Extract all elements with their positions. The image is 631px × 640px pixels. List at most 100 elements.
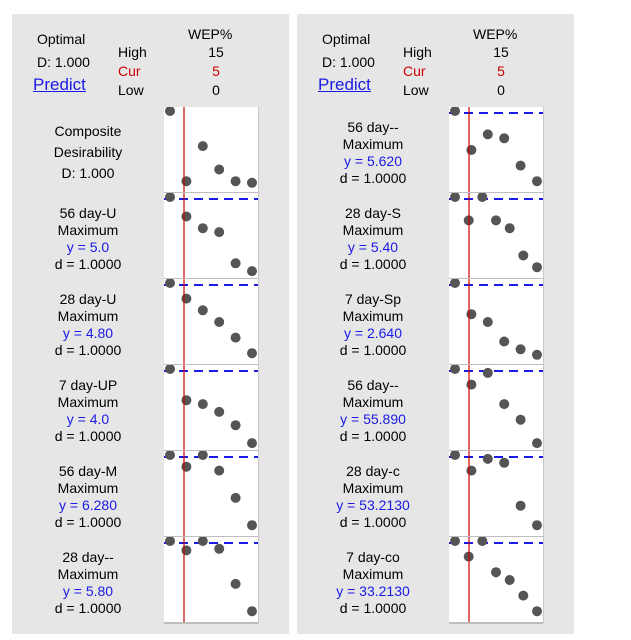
data-point: [466, 309, 477, 320]
response-d-value: d = 1.0000: [54, 256, 122, 272]
data-point: [482, 453, 493, 464]
left-panel: Optimal D: 1.000 Predict WEP% High Cur L…: [12, 14, 289, 634]
response-goal: Maximum: [342, 136, 404, 152]
response-d-value: d = 1.0000: [54, 428, 122, 444]
response-label: 7 day-co Maximum y = 33.2130 d = 1.0000: [297, 549, 449, 617]
data-point: [515, 344, 526, 355]
response-label: 7 day-Sp Maximum y = 2.640 d = 1.0000: [297, 291, 449, 359]
data-point: [214, 406, 225, 417]
response-label: 56 day-- Maximum y = 5.620 d = 1.0000: [297, 119, 449, 187]
response-name: 56 day-U: [59, 205, 117, 221]
data-point: [181, 176, 192, 187]
data-point: [165, 365, 175, 374]
low-value: 0: [497, 82, 505, 98]
data-point: [477, 193, 488, 202]
response-plot[interactable]: [449, 537, 544, 623]
data-point: [197, 451, 208, 460]
optimal-label: Optimal: [37, 31, 86, 47]
response-plot[interactable]: [449, 279, 544, 365]
response-plot[interactable]: [449, 107, 544, 193]
data-point: [197, 305, 208, 316]
data-point: [450, 193, 460, 202]
data-point: [482, 129, 493, 140]
data-point: [491, 567, 501, 578]
right-panel: Optimal D: 1.000 Predict WEP% High Cur L…: [297, 14, 574, 634]
data-point: [450, 107, 460, 116]
predict-link[interactable]: Predict: [33, 75, 86, 94]
data-point: [491, 215, 501, 226]
response-y-value: y = 4.80: [62, 325, 114, 341]
response-y-value: y = 6.280: [59, 497, 117, 513]
response-plot[interactable]: [164, 107, 259, 193]
data-point: [518, 590, 529, 601]
data-point: [450, 451, 460, 460]
response-goal: Maximum: [342, 480, 404, 496]
response-y-value: y = 5.620: [344, 153, 402, 169]
response-goal: Maximum: [342, 308, 404, 324]
data-point: [230, 578, 241, 589]
response-plot[interactable]: [164, 365, 259, 451]
optimal-label: Optimal: [322, 31, 371, 47]
response-goal: Maximum: [57, 222, 119, 238]
response-y-value: y = 55.890: [340, 411, 406, 427]
response-goal: Maximum: [342, 566, 404, 582]
data-point: [450, 279, 460, 288]
response-y-value: y = 5.0: [66, 239, 110, 255]
trace-svg: [449, 279, 543, 365]
response-plot[interactable]: [164, 537, 259, 623]
row-divider: [164, 622, 258, 624]
response-d-value: d = 1.0000: [339, 170, 407, 186]
data-point: [532, 349, 542, 360]
data-point: [165, 193, 175, 202]
data-point: [181, 211, 192, 222]
cur-label: Cur: [403, 63, 426, 79]
response-plot[interactable]: [164, 193, 259, 279]
data-point: [230, 258, 241, 269]
data-point: [499, 399, 510, 410]
data-point: [165, 451, 175, 460]
data-point: [532, 520, 542, 531]
response-label: 56 day-U Maximum y = 5.0 d = 1.0000: [12, 205, 164, 273]
data-point: [181, 461, 192, 472]
response-plot[interactable]: [449, 193, 544, 279]
predict-link[interactable]: Predict: [318, 75, 371, 94]
data-point: [499, 457, 510, 468]
response-name: 7 day-co: [346, 549, 400, 565]
response-plot[interactable]: [164, 451, 259, 537]
trace-svg: [449, 451, 543, 537]
data-point: [247, 266, 257, 277]
response-y-value: y = 33.2130: [336, 583, 410, 599]
data-point: [214, 465, 225, 476]
data-point: [230, 420, 241, 431]
response-name: 7 day-Sp: [344, 291, 402, 307]
response-goal: Maximum: [342, 394, 404, 410]
data-point: [181, 545, 192, 556]
data-point: [214, 164, 225, 175]
response-name: 56 day--: [347, 377, 399, 393]
high-label: High: [403, 44, 432, 60]
response-d-value: d = 1.0000: [54, 600, 122, 616]
cur-value[interactable]: 5: [212, 63, 220, 79]
response-plot[interactable]: [449, 365, 544, 451]
data-point: [247, 606, 257, 617]
data-point: [466, 379, 477, 390]
d-value: D: 1.000: [37, 54, 90, 70]
response-plot[interactable]: [449, 451, 544, 537]
composite-line: D: 1.000: [61, 165, 115, 181]
data-point: [532, 606, 542, 617]
response-plot[interactable]: [164, 279, 259, 365]
response-d-value: d = 1.0000: [339, 256, 407, 272]
response-y-value: y = 5.80: [62, 583, 114, 599]
cur-value[interactable]: 5: [497, 63, 505, 79]
data-point: [466, 465, 477, 476]
response-d-value: d = 1.0000: [339, 600, 407, 616]
row-divider: [449, 622, 543, 624]
response-name: 28 day-S: [344, 205, 402, 221]
response-label: 7 day-UP Maximum y = 4.0 d = 1.0000: [12, 377, 164, 445]
data-point: [165, 107, 175, 116]
trace-svg: [164, 279, 258, 365]
response-goal: Maximum: [57, 566, 119, 582]
response-label: 28 day-U Maximum y = 4.80 d = 1.0000: [12, 291, 164, 359]
data-point: [197, 141, 208, 152]
response-label: 28 day-c Maximum y = 53.2130 d = 1.0000: [297, 463, 449, 531]
